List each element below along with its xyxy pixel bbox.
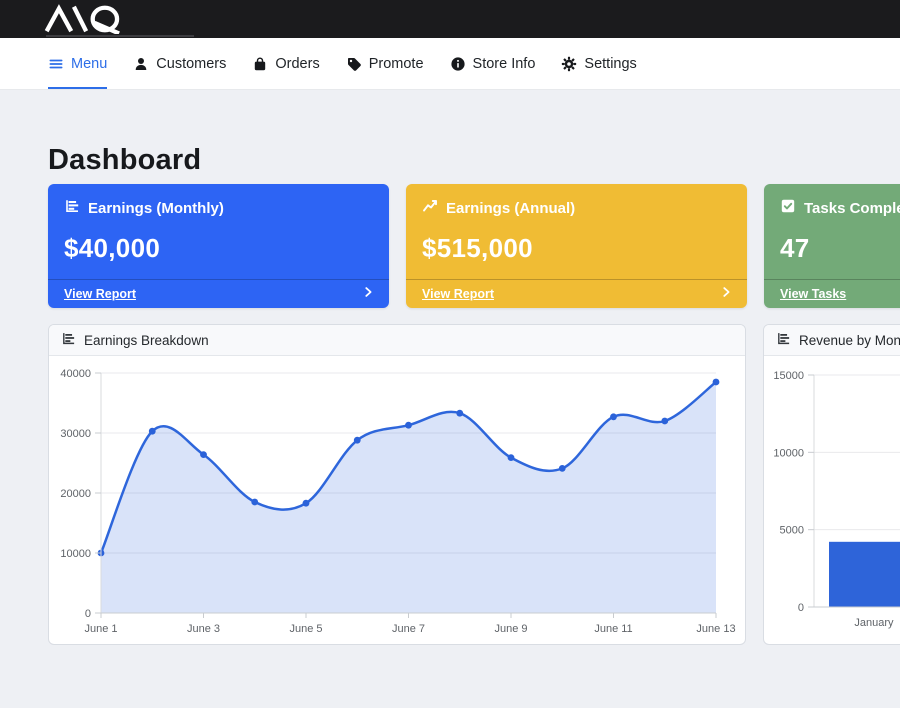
svg-text:0: 0 — [798, 602, 804, 614]
stat-card-title-row: Earnings (Annual) — [422, 198, 731, 218]
svg-text:June 13: June 13 — [696, 623, 735, 635]
svg-text:40000: 40000 — [60, 368, 91, 380]
chevron-right-icon — [361, 285, 375, 304]
stat-card-earnings-monthly: Earnings (Monthly) $40,000 View Report — [48, 184, 389, 308]
view-report-link[interactable]: View Report — [422, 287, 495, 301]
stat-card-title: Earnings (Monthly) — [88, 199, 224, 217]
page-title: Dashboard — [48, 144, 202, 176]
top-header-bar — [0, 0, 900, 38]
stat-card-tasks-completed: Tasks Completed 47 View Tasks — [764, 184, 900, 308]
panel-header: Revenue by Month — [764, 325, 900, 356]
panel-header: Earnings Breakdown — [49, 325, 745, 356]
nav-item-menu[interactable]: Menu — [48, 38, 107, 89]
nav-item-label: Orders — [275, 55, 320, 72]
panel-title: Earnings Breakdown — [84, 332, 209, 348]
menu-icon — [48, 56, 64, 72]
line-chart-icon — [422, 198, 438, 218]
svg-text:June 7: June 7 — [392, 623, 425, 635]
svg-text:20000: 20000 — [60, 488, 91, 500]
stat-card-earnings-annual: Earnings (Annual) $515,000 View Report — [406, 184, 747, 308]
nav-item-store-info[interactable]: Store Info — [450, 38, 536, 89]
tag-icon — [346, 56, 362, 72]
view-tasks-link[interactable]: View Tasks — [780, 287, 847, 301]
earnings-breakdown-chart[interactable]: 0 10000 20000 30000 40000 June 1 June 3 June 5 J… — [49, 356, 746, 645]
earnings-breakdown-panel: Earnings Breakdown 0 10000 20000 30000 40000… — [48, 324, 746, 645]
chart-body: 0 10000 20000 30000 40000 June 1 June 3 June 5 J… — [49, 356, 746, 645]
person-icon — [133, 56, 149, 72]
svg-text:June 11: June 11 — [594, 623, 632, 635]
view-report-link[interactable]: View Report — [64, 287, 137, 301]
nav-item-orders[interactable]: Orders — [252, 38, 320, 89]
stat-card-title-row: Tasks Completed — [780, 198, 900, 218]
svg-text:5000: 5000 — [780, 525, 804, 537]
nav-item-label: Customers — [156, 55, 227, 72]
svg-text:15000: 15000 — [773, 370, 804, 382]
info-circle-icon — [450, 56, 466, 72]
svg-text:10000: 10000 — [60, 548, 91, 560]
svg-text:0: 0 — [85, 608, 91, 620]
bar-chart-icon — [64, 198, 80, 218]
chart-body: January 0 5000 10000 15000 — [764, 356, 900, 645]
check-square-icon — [780, 198, 796, 218]
charts-row: Earnings Breakdown 0 10000 20000 30000 40000… — [48, 324, 900, 645]
stat-card-value: 47 — [780, 233, 810, 263]
nav-item-label: Settings — [584, 55, 637, 72]
stat-cards-row: Earnings (Monthly) $40,000 View Report E… — [48, 184, 900, 308]
main-nav: Menu Customers Orders Promote Store Info — [0, 38, 900, 90]
stat-card-footer[interactable]: View Report — [48, 279, 389, 308]
nav-item-settings[interactable]: Settings — [561, 38, 637, 89]
brand-logo-icon[interactable] — [40, 4, 136, 39]
stat-card-title-row: Earnings (Monthly) — [64, 198, 373, 218]
revenue-by-month-chart[interactable]: January 0 5000 10000 15000 — [764, 356, 900, 645]
svg-text:January: January — [854, 617, 894, 629]
svg-text:June 3: June 3 — [187, 623, 220, 635]
chevron-right-icon — [719, 285, 733, 304]
nav-item-label: Menu — [71, 55, 108, 72]
nav-item-label: Store Info — [472, 55, 536, 72]
bar-chart-icon — [776, 331, 791, 349]
stat-card-value: $515,000 — [422, 233, 533, 263]
stat-card-value: $40,000 — [64, 233, 161, 263]
svg-text:June 1: June 1 — [84, 623, 117, 635]
bag-icon — [252, 56, 268, 72]
svg-text:30000: 30000 — [60, 428, 91, 440]
bar-chart-icon — [61, 331, 76, 349]
stat-card-title: Earnings (Annual) — [446, 199, 576, 217]
stat-card-footer[interactable]: View Tasks — [764, 279, 900, 308]
stat-card-title: Tasks Completed — [804, 199, 900, 217]
logo-underline-divider — [46, 35, 194, 37]
svg-text:June 9: June 9 — [494, 623, 527, 635]
nav-item-label: Promote — [368, 55, 424, 72]
svg-text:10000: 10000 — [773, 447, 804, 459]
revenue-by-month-panel: Revenue by Month January 0 5000 10000 15000 — [763, 324, 900, 645]
svg-text:June 5: June 5 — [289, 623, 322, 635]
stat-card-footer[interactable]: View Report — [406, 279, 747, 308]
nav-item-promote[interactable]: Promote — [346, 38, 424, 89]
nav-item-customers[interactable]: Customers — [133, 38, 226, 89]
brand-logo-glyph — [44, 4, 120, 36]
panel-title: Revenue by Month — [799, 332, 900, 348]
gear-icon — [561, 56, 577, 72]
